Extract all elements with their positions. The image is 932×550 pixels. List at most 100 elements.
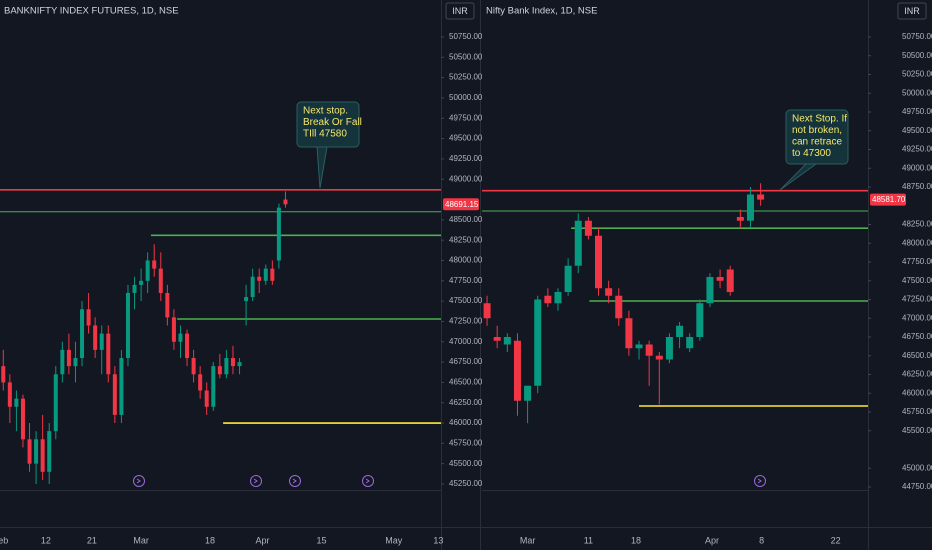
candle-body: [112, 374, 117, 415]
x-tick-label: 22: [831, 535, 841, 545]
y-tick-label: 50250.00: [902, 70, 932, 79]
candle-body: [198, 374, 203, 391]
x-tick-label: 15: [317, 535, 327, 545]
candle-body: [34, 439, 39, 464]
candle-body: [615, 295, 623, 319]
candle-body: [655, 355, 663, 360]
y-tick-label: 48500.00: [449, 215, 483, 224]
y-tick-label: 48750.00: [902, 182, 932, 191]
x-tick-label: May: [385, 535, 403, 545]
candle-body: [534, 299, 542, 386]
candle-body: [676, 325, 684, 337]
candle-body: [80, 309, 85, 359]
y-tick-label: 47000.00: [449, 337, 483, 346]
candle-body: [99, 333, 104, 350]
event-icon-glyph: [365, 478, 370, 484]
y-tick-label: 49250.00: [902, 145, 932, 154]
y-tick-label: 47750.00: [449, 276, 483, 285]
y-tick-label: 49750.00: [902, 107, 932, 116]
candle-body: [165, 292, 170, 318]
candle-body: [645, 344, 653, 356]
candle-body: [635, 344, 643, 349]
y-tick-label: 48000.00: [902, 238, 932, 247]
event-icon: [133, 475, 145, 487]
y-tick-label: 49000.00: [449, 174, 483, 183]
y-tick-label: 46000.00: [902, 388, 932, 397]
candle-body: [584, 220, 592, 236]
last-price-box: [443, 198, 479, 211]
candle-body: [47, 431, 52, 472]
y-tick-label: 45000.00: [902, 463, 932, 472]
candle-body: [564, 265, 572, 292]
candle-body: [53, 374, 58, 432]
callout-text: to 47300: [792, 148, 831, 159]
y-tick-label: 45500.00: [902, 426, 932, 435]
candle-body: [483, 303, 491, 319]
x-tick-label: 8: [759, 535, 764, 545]
candle-body: [726, 269, 734, 292]
candle-body: [20, 398, 25, 440]
candle-body: [263, 268, 268, 281]
y-tick-label: 48000.00: [449, 256, 483, 265]
y-tick-label: 50750.00: [902, 32, 932, 41]
candle-body: [257, 276, 262, 281]
candle-body: [139, 280, 144, 285]
y-tick-label: 47500.00: [449, 296, 483, 305]
last-price-label: 48581.70: [872, 195, 906, 204]
last-price-box: [870, 193, 906, 206]
candle-body: [73, 358, 78, 367]
chart-title: Nifty Bank Index, 1D, NSE: [486, 6, 597, 17]
candle-body: [283, 199, 288, 205]
event-icon: [754, 475, 766, 487]
candle-body: [106, 333, 111, 375]
x-tick-label: Mar: [520, 535, 536, 545]
event-icon: [289, 475, 301, 487]
currency-button: [445, 2, 475, 20]
y-tick-label: 49500.00: [449, 134, 483, 143]
candle-body: [7, 382, 12, 407]
y-tick-label: 46000.00: [449, 418, 483, 427]
candle-body: [158, 268, 163, 293]
candle-body: [40, 439, 45, 472]
callout-text: can retrace: [792, 137, 842, 148]
x-tick-label: Mar: [133, 535, 149, 545]
callout-text: Next stop.: [303, 106, 348, 117]
y-tick-label: 46500.00: [449, 378, 483, 387]
candle-body: [185, 333, 190, 359]
candle-body: [152, 260, 157, 269]
y-tick-label: 46750.00: [902, 332, 932, 341]
y-tick-label: 50000.00: [902, 88, 932, 97]
y-tick-label: 49750.00: [449, 113, 483, 122]
x-tick-label: 13: [433, 535, 443, 545]
y-tick-label: 50500.00: [449, 52, 483, 61]
candle-body: [736, 216, 744, 221]
event-icon-glyph: [253, 478, 258, 484]
candle-body: [625, 318, 633, 349]
candle-body: [93, 325, 98, 350]
y-tick-label: 47250.00: [449, 317, 483, 326]
currency-button: [897, 2, 927, 20]
y-tick-label: 46250.00: [902, 370, 932, 379]
event-icon-glyph: [136, 478, 141, 484]
candle-body: [86, 309, 91, 326]
chart-title: BANKNIFTY INDEX FUTURES, 1D, NSE: [4, 6, 179, 17]
y-tick-label: 45250.00: [449, 479, 483, 488]
currency-label: INR: [904, 6, 920, 16]
candle-body: [204, 390, 209, 407]
candle-body: [224, 358, 229, 375]
event-icon: [362, 475, 374, 487]
candle-body: [1, 366, 6, 383]
y-tick-label: 49500.00: [902, 126, 932, 135]
candle-body: [554, 291, 562, 304]
event-icon-glyph: [757, 478, 762, 484]
x-tick-label: 18: [631, 535, 641, 545]
candle-body: [706, 276, 714, 304]
candle-body: [605, 288, 613, 296]
candle-body: [270, 268, 275, 281]
x-tick-label: Apr: [255, 535, 269, 545]
y-tick-label: 49250.00: [449, 154, 483, 163]
y-tick-label: 50000.00: [449, 93, 483, 102]
y-tick-label: 48250.00: [449, 235, 483, 244]
y-tick-label: 50250.00: [449, 73, 483, 82]
